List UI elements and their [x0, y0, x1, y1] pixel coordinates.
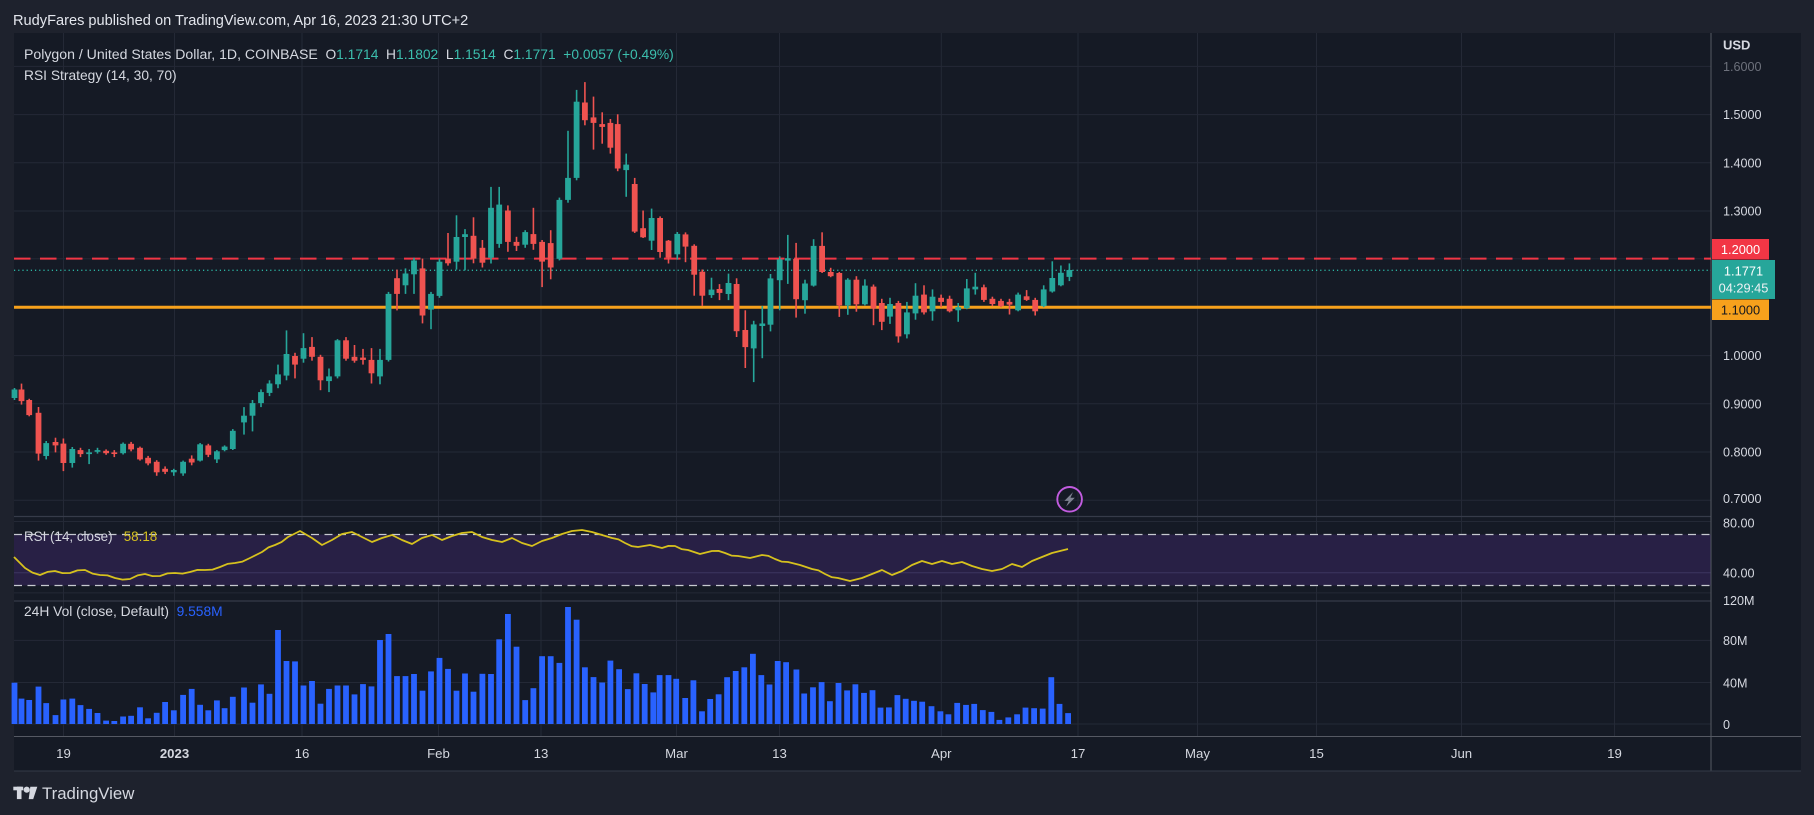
svg-text:15: 15 — [1309, 746, 1324, 761]
svg-text:24H Vol (close, Default) 9.55: 24H Vol (close, Default) 9.558M — [24, 604, 223, 619]
svg-text:80M: 80M — [1723, 634, 1748, 648]
svg-text:19: 19 — [1607, 746, 1622, 761]
svg-text:1.3000: 1.3000 — [1723, 205, 1762, 219]
svg-text:1.4000: 1.4000 — [1723, 156, 1762, 170]
svg-text:1.1000: 1.1000 — [1721, 303, 1760, 318]
svg-text:1.2000: 1.2000 — [1721, 242, 1760, 257]
svg-text:40.00: 40.00 — [1723, 567, 1755, 581]
svg-text:0.8000: 0.8000 — [1723, 446, 1762, 460]
svg-text:120M: 120M — [1723, 594, 1755, 608]
svg-text:80.00: 80.00 — [1723, 517, 1755, 531]
svg-text:TradingView: TradingView — [42, 784, 135, 803]
svg-text:16: 16 — [295, 746, 310, 761]
svg-text:04:29:45: 04:29:45 — [1719, 281, 1769, 296]
svg-text:1.1771: 1.1771 — [1724, 264, 1763, 279]
svg-text:May: May — [1185, 746, 1210, 761]
svg-text:19: 19 — [56, 746, 71, 761]
svg-text:Feb: Feb — [427, 746, 450, 761]
svg-text:17: 17 — [1071, 746, 1086, 761]
svg-text:13: 13 — [534, 746, 549, 761]
svg-text:Polygon / United States Dollar: Polygon / United States Dollar, 1D, COIN… — [24, 46, 674, 62]
svg-text:USD: USD — [1723, 38, 1750, 53]
svg-text:Mar: Mar — [665, 746, 688, 761]
svg-text:RSI (14, close) 58.18: RSI (14, close) 58.18 — [24, 529, 157, 544]
svg-text:0.7000: 0.7000 — [1723, 492, 1762, 506]
svg-text:RSI Strategy (14, 30, 70): RSI Strategy (14, 30, 70) — [24, 68, 177, 83]
svg-text:0: 0 — [1723, 718, 1730, 732]
svg-text:RudyFares published on Trading: RudyFares published on TradingView.com, … — [13, 13, 468, 29]
svg-text:40M: 40M — [1723, 677, 1748, 691]
svg-text:Apr: Apr — [931, 746, 952, 761]
svg-text:Jun: Jun — [1451, 746, 1472, 761]
svg-text:1.0000: 1.0000 — [1723, 349, 1762, 363]
svg-text:1.6000: 1.6000 — [1723, 60, 1762, 74]
svg-text:13: 13 — [772, 746, 787, 761]
svg-text:1.5000: 1.5000 — [1723, 108, 1762, 122]
svg-text:2023: 2023 — [160, 746, 189, 761]
svg-text:0.9000: 0.9000 — [1723, 397, 1762, 411]
